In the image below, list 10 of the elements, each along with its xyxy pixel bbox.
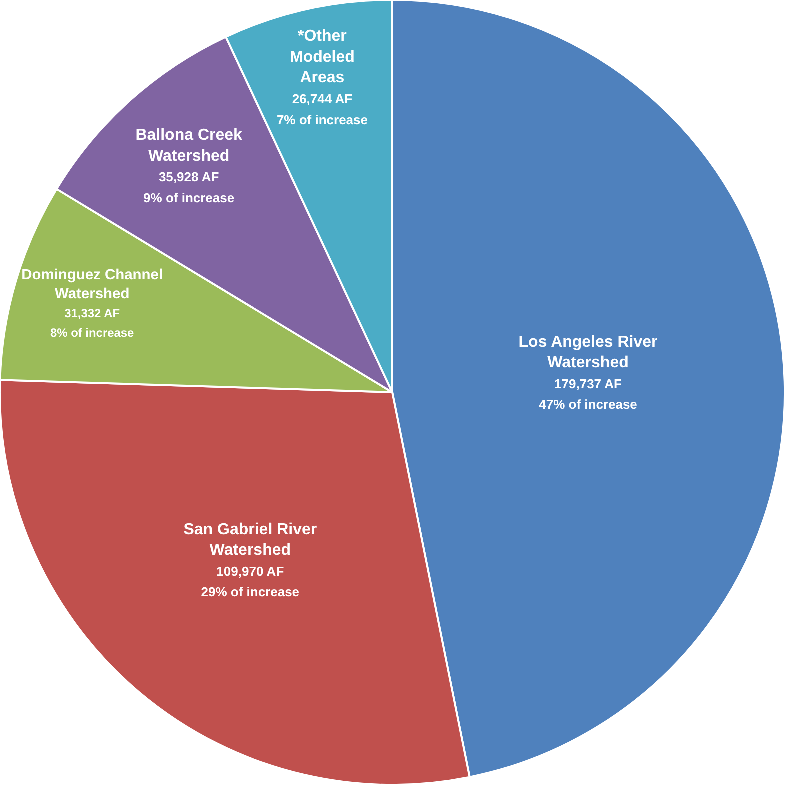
slice-label: Ballona Creek Watershed (136, 126, 243, 165)
slice-label: *Other Modeled Areas (290, 28, 355, 87)
slice-label: Dominguez Channel Watershed (22, 267, 164, 303)
data-label: 35,928 AF 9% of increase (144, 170, 235, 206)
slice-label: Los Angeles River Watershed (518, 334, 658, 372)
data-label: 26,744 AF 7% of increase (276, 92, 368, 128)
data-label: 31,332 AF 8% of increase (50, 306, 135, 340)
data-label: 109,970 AF 29% of increase (201, 564, 300, 600)
data-label: 179,737 AF 47% of increase (539, 376, 638, 412)
slice-label: San Gabriel River Watershed (184, 521, 318, 560)
